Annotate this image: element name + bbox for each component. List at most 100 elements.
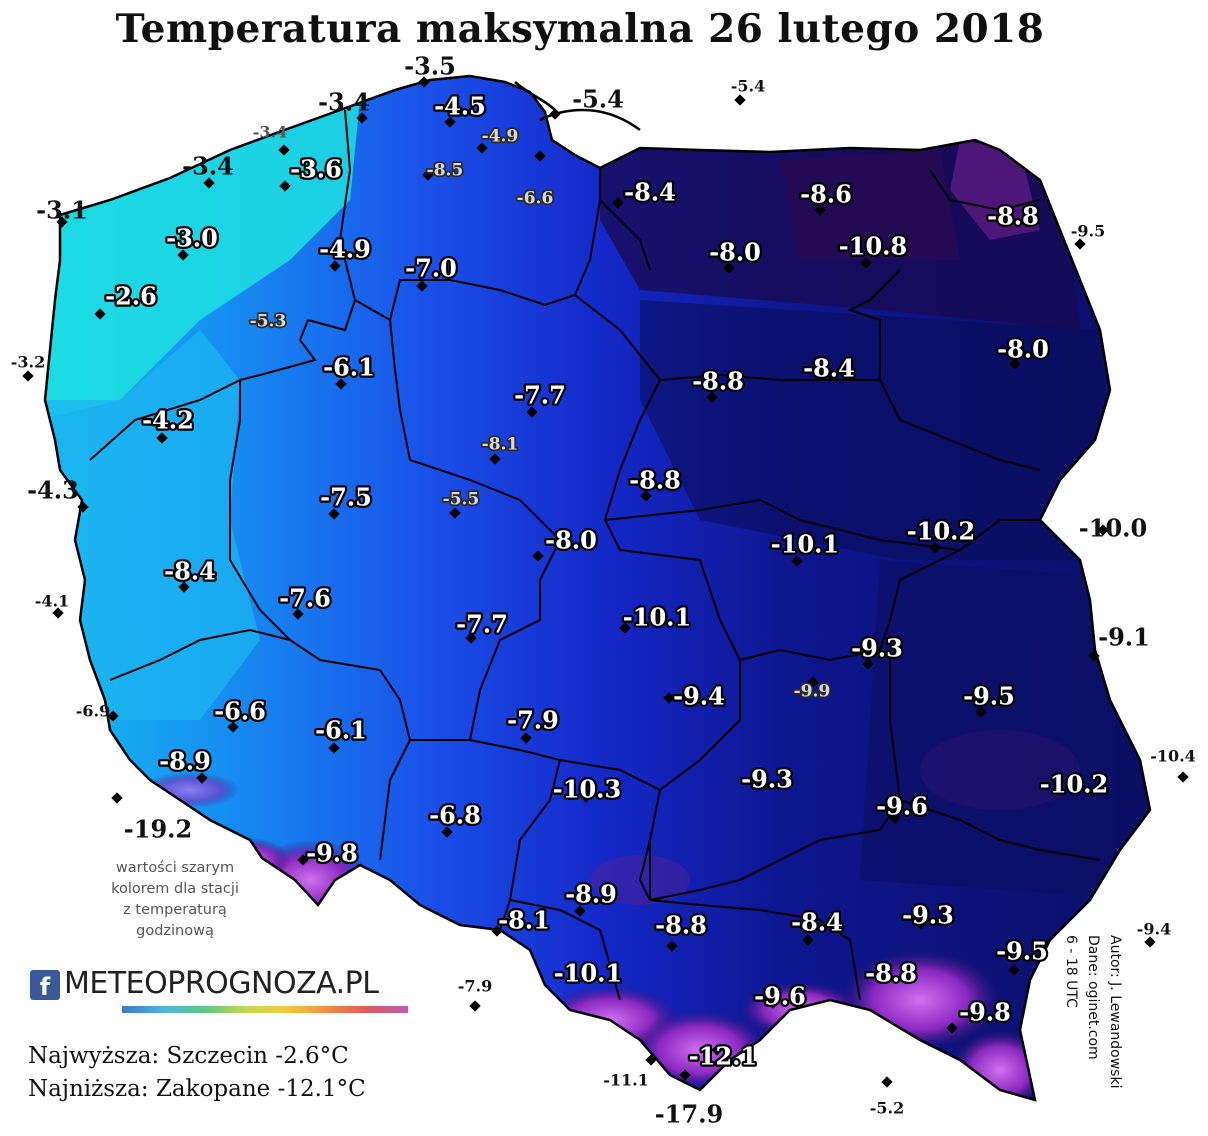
- note-line: kolorem dla stacji: [111, 881, 239, 897]
- station-marker: [877, 970, 889, 982]
- station-value: -9.3: [902, 901, 954, 930]
- station-value: -5.2: [870, 1099, 904, 1118]
- station-marker: [465, 632, 477, 644]
- station-marker: [1008, 964, 1020, 976]
- station-value: -3.2: [11, 353, 45, 372]
- station-value: -9.6: [754, 982, 806, 1011]
- station-value: -6.6: [517, 189, 554, 209]
- station-marker: [52, 607, 64, 619]
- map-title: Temperatura maksymalna 26 lutego 2018: [115, 6, 1045, 52]
- station-marker: [526, 406, 538, 418]
- station: -4.9: [476, 125, 520, 154]
- station-marker: [645, 1054, 657, 1066]
- station-value: -8.8: [629, 466, 681, 495]
- station: -10.8: [837, 229, 909, 269]
- station-value: -4.5: [434, 92, 486, 121]
- station-marker: [227, 721, 239, 733]
- station-value: -8.0: [997, 335, 1049, 364]
- station: -8.8: [985, 199, 1041, 233]
- station-value: -8.9: [565, 880, 617, 909]
- station-value: -3.6: [290, 155, 342, 184]
- station-marker: [156, 432, 168, 444]
- station-marker: [946, 1022, 958, 1034]
- station: -4.2: [140, 403, 196, 444]
- station: -9.4: [1137, 920, 1171, 948]
- station-value: -6.6: [214, 697, 266, 726]
- station-marker: [328, 508, 340, 520]
- station-value: -9.1: [1098, 623, 1150, 652]
- station-marker: [807, 676, 819, 688]
- voivodeship-borders: [89, 109, 1101, 1001]
- station: -8.0: [707, 235, 763, 274]
- station-marker: [534, 150, 546, 162]
- meteoprognoza-logo[interactable]: f METEOPROGNOZA.PL: [30, 966, 408, 1016]
- station: -5.2: [870, 1076, 904, 1118]
- station: -10.4: [1150, 747, 1196, 783]
- station-marker: [416, 280, 428, 292]
- station-marker: [791, 555, 803, 567]
- station-value: -6.1: [323, 353, 375, 382]
- station: -3.5: [404, 52, 456, 88]
- time-range-credit: 6 - 18 UTC: [1063, 935, 1079, 1008]
- station-value: -8.4: [164, 557, 216, 586]
- station-marker: [1052, 776, 1064, 788]
- station-marker: [723, 262, 735, 274]
- station: -4.3: [27, 476, 89, 513]
- station-value: -10.2: [907, 517, 975, 546]
- station: -3.4: [182, 152, 234, 189]
- station-value: -12.1: [689, 1042, 757, 1071]
- station-value: -9.3: [741, 765, 793, 794]
- station: -8.6: [798, 177, 854, 216]
- station-value: -4.9: [319, 235, 371, 264]
- station: -7.0: [403, 251, 459, 292]
- station-marker: [881, 1076, 893, 1088]
- station: -9.5: [994, 934, 1050, 976]
- station-marker: [422, 169, 434, 181]
- logo-color-stripe: [122, 1006, 408, 1013]
- station-marker: [257, 315, 269, 327]
- station-value: -9.9: [794, 682, 831, 702]
- station-value: -8.4: [803, 354, 855, 383]
- station-value: -17.9: [655, 1100, 723, 1129]
- station-value: -8.8: [655, 911, 707, 940]
- station-marker: [532, 550, 544, 562]
- station-value: -3.4: [253, 123, 287, 142]
- station-value: -2.6: [105, 282, 157, 311]
- station-value: -9.6: [876, 792, 928, 821]
- station-value: -7.5: [320, 483, 372, 512]
- station: -8.4: [789, 905, 845, 946]
- station: -9.5: [1071, 222, 1105, 250]
- station-marker: [1074, 238, 1086, 250]
- station: -10.0: [1079, 514, 1147, 543]
- station-marker: [1088, 650, 1100, 662]
- station: -11.1: [603, 1054, 657, 1090]
- station: -7.9: [458, 977, 492, 1012]
- station-marker: [663, 692, 675, 704]
- author-credit: Autor: J. Lewandowski: [1107, 935, 1123, 1089]
- station-marker: [640, 490, 652, 502]
- station: -6.6: [212, 694, 268, 733]
- station-value: -8.1: [482, 435, 519, 455]
- station-value: -9.8: [306, 839, 358, 868]
- station-value: -6.8: [429, 801, 481, 830]
- station-value: -3.4: [318, 88, 370, 117]
- station-value: -8.0: [545, 526, 597, 555]
- station-marker: [111, 792, 123, 804]
- station-marker: [335, 378, 347, 390]
- station: -5.5: [441, 488, 481, 519]
- station-marker: [178, 581, 190, 593]
- station: -10.1: [552, 956, 625, 990]
- station-marker: [860, 257, 872, 269]
- station-marker: [862, 658, 874, 670]
- station: -8.8: [653, 908, 709, 952]
- station-value: -8.4: [624, 178, 676, 207]
- station: -3.0: [164, 221, 220, 261]
- station-marker: [1097, 524, 1109, 536]
- station-marker: [711, 1044, 723, 1056]
- station-value: -4.3: [27, 476, 79, 505]
- station-marker: [329, 260, 341, 272]
- station-marker: [441, 826, 453, 838]
- station-value: -7.0: [405, 254, 457, 283]
- facebook-icon[interactable]: f: [30, 970, 60, 1001]
- station-value: -7.9: [458, 977, 492, 996]
